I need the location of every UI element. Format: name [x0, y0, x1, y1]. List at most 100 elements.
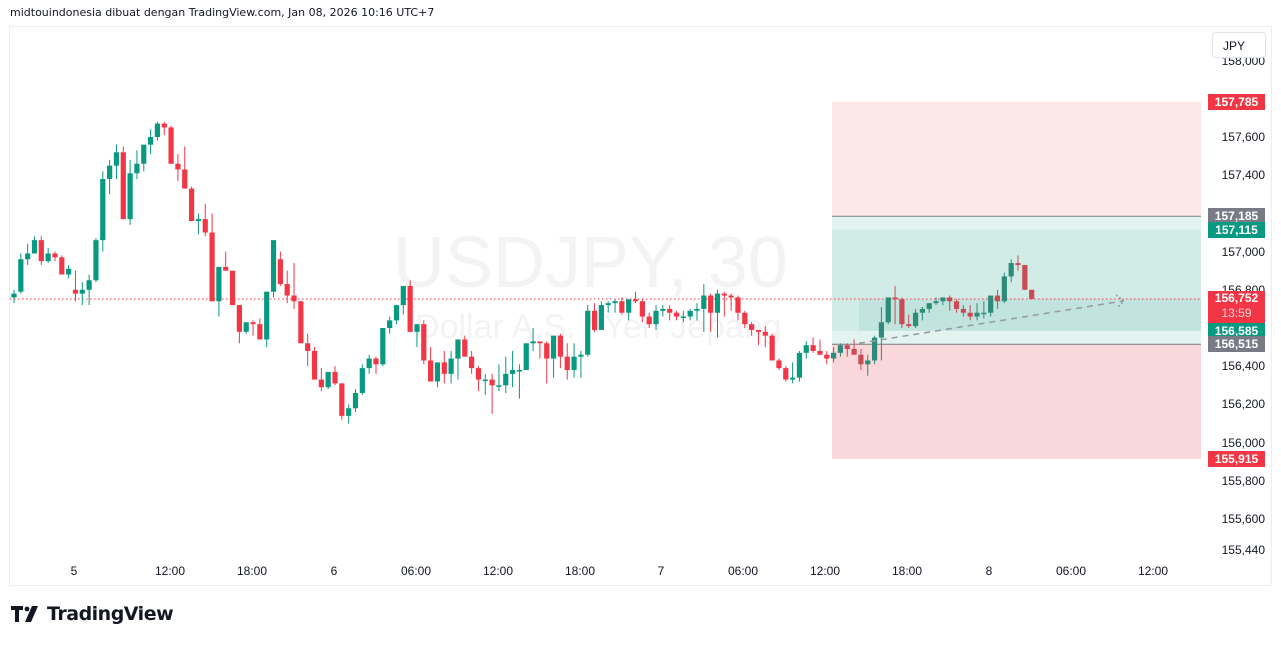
- candle-body: [291, 295, 297, 302]
- candle-body: [175, 163, 181, 170]
- candle-body: [933, 301, 939, 304]
- candle-body: [783, 368, 789, 380]
- candle-body: [127, 173, 133, 220]
- price-scale[interactable]: 158,000 157,600 157,400 157,000 156,800 156,4…: [1201, 27, 1271, 557]
- candle-body: [141, 144, 147, 164]
- candle-body: [428, 360, 434, 382]
- price-tick: 156,000: [1221, 435, 1265, 450]
- candle-body: [93, 240, 99, 281]
- candle-body: [926, 303, 932, 309]
- tradingview-logo[interactable]: TradingView: [11, 603, 174, 625]
- time-tick: 18:00: [891, 564, 923, 578]
- price-tick: 157,400: [1221, 168, 1265, 183]
- candle-body: [878, 322, 885, 338]
- trend-arrow-head-icon: [1115, 294, 1126, 308]
- time-tick: 12:00: [482, 564, 514, 578]
- candle-body: [1001, 276, 1007, 302]
- time-tick: 8: [985, 564, 993, 578]
- stop-zone-lower: [832, 344, 1201, 459]
- candle-body: [557, 335, 563, 357]
- candle-body: [742, 312, 748, 325]
- entry-upper-tag: 157,185: [1208, 208, 1265, 225]
- stop-lower-tag: 155,915: [1208, 450, 1265, 467]
- candle-body: [236, 305, 242, 332]
- candle-body: [38, 240, 44, 262]
- candle-body: [318, 379, 324, 388]
- candle-body: [626, 299, 632, 313]
- chart-attribution: midtouindonesia dibuat dengan TradingVie…: [10, 6, 435, 19]
- time-axis[interactable]: 5 12:00 18:00 6 06:00 12:00 18:00 7 06:00 12:00 18…: [10, 558, 1200, 584]
- candle-body: [1022, 264, 1028, 290]
- candle-body: [339, 383, 345, 416]
- candle-body: [605, 303, 611, 306]
- time-tick: 6: [330, 564, 338, 578]
- candle-body: [803, 345, 809, 353]
- candle-body: [202, 219, 208, 233]
- time-tick: 18:00: [564, 564, 596, 578]
- candle-body: [229, 270, 236, 306]
- candle-body: [810, 345, 816, 351]
- candle-body: [168, 127, 174, 164]
- candle-body: [885, 297, 891, 323]
- candle-body: [598, 305, 604, 330]
- candle-body: [824, 354, 830, 359]
- candle-body: [919, 308, 925, 313]
- candle-body: [503, 373, 509, 386]
- target-lower-tag: 156,585: [1208, 322, 1265, 339]
- currency-button[interactable]: JPY: [1212, 32, 1266, 58]
- candle-body: [967, 312, 973, 317]
- candle-body: [107, 165, 113, 180]
- candle-body: [988, 295, 994, 313]
- candle-body: [516, 370, 523, 372]
- candle-body: [188, 188, 195, 222]
- candle-body: [960, 308, 966, 313]
- time-tick: 06:00: [400, 564, 432, 578]
- candle-body: [947, 297, 953, 302]
- candle-body: [148, 137, 154, 145]
- candle-body: [496, 385, 502, 387]
- candle-body: [790, 377, 796, 380]
- candle-body: [817, 350, 823, 355]
- time-tick: 12:00: [809, 564, 841, 578]
- candle-body: [544, 343, 550, 359]
- candle-body: [714, 293, 721, 313]
- candle-body: [1008, 263, 1014, 277]
- candle-body: [393, 305, 400, 321]
- candle-body: [796, 352, 803, 378]
- candle-body: [994, 295, 1001, 302]
- candle-body: [366, 358, 372, 369]
- candle-body: [769, 335, 775, 361]
- candle-body: [981, 312, 987, 315]
- candle-body: [31, 240, 38, 254]
- candle-body: [86, 280, 92, 290]
- candle-body: [660, 308, 666, 311]
- candle-body: [708, 295, 714, 313]
- candle-body: [571, 356, 577, 371]
- candle-body: [455, 339, 461, 359]
- candle-body: [250, 322, 256, 325]
- candle-body: [694, 308, 700, 311]
- time-tick: 12:00: [1137, 564, 1169, 578]
- candle-body: [373, 358, 379, 365]
- candle-body: [632, 299, 639, 302]
- candle-body: [1015, 263, 1021, 265]
- candle-body: [45, 253, 51, 262]
- candle-body: [257, 324, 263, 340]
- candle-body: [284, 284, 290, 296]
- candle-body: [469, 356, 475, 369]
- candle-body: [858, 354, 864, 365]
- tradingview-logo-icon: [11, 606, 38, 622]
- candle-body: [346, 408, 352, 416]
- candle-body: [400, 285, 406, 306]
- candle-body: [701, 295, 707, 309]
- candle-body: [448, 358, 454, 374]
- candle-body: [735, 297, 741, 313]
- target-zone-inner: [832, 229, 1201, 331]
- candle-body: [585, 310, 591, 355]
- candle-body: [953, 301, 960, 309]
- candle-body: [421, 324, 427, 361]
- entry-lower-tag: 156,515: [1208, 336, 1265, 353]
- candle-body: [182, 169, 188, 189]
- candle-body: [195, 219, 202, 222]
